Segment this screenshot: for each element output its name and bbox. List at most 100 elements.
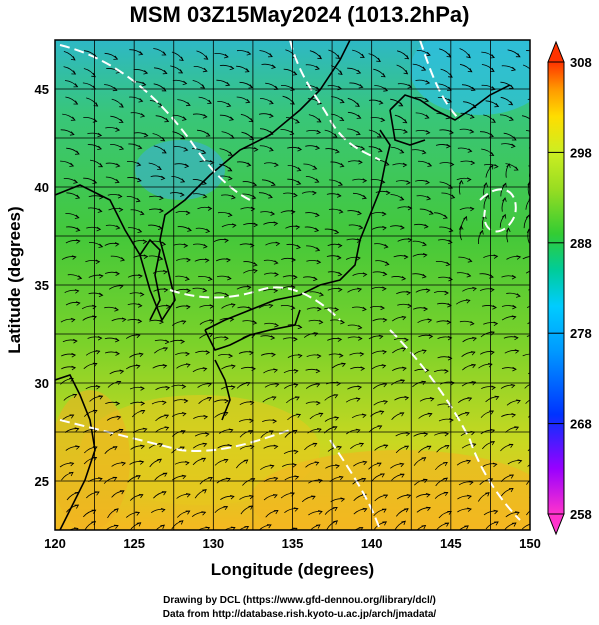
- streamline-arrow: [355, 102, 360, 107]
- streamline-arrow: [115, 401, 121, 406]
- streamline-arrow: [444, 445, 450, 450]
- streamline-arrow: [472, 336, 477, 342]
- streamline-arrow: [224, 336, 229, 341]
- streamline-arrow: [297, 353, 303, 359]
- map-title: MSM 03Z15May2024 (1013.2hPa): [129, 2, 470, 27]
- streamline-arrow: [159, 208, 164, 213]
- streamline-arrow: [447, 335, 453, 341]
- streamline-arrow: [316, 129, 322, 135]
- streamline-arrow: [357, 324, 363, 330]
- streamline-arrow: [535, 52, 539, 56]
- streamline-arrow: [273, 444, 279, 450]
- streamline-arrow: [185, 351, 190, 357]
- streamline-arrow: [493, 254, 499, 259]
- streamline-arrow: [165, 304, 171, 310]
- streamline-arrow: [268, 53, 273, 58]
- streamline-arrow: [231, 194, 236, 200]
- streamline-arrow: [164, 426, 170, 431]
- colorbar-tick-label: 278: [570, 326, 592, 341]
- streamline-arrow: [179, 56, 184, 62]
- streamline-arrow: [458, 225, 464, 230]
- streamline-arrow: [225, 81, 231, 87]
- streamline-arrow: [421, 149, 427, 155]
- streamline-arrow: [295, 396, 300, 401]
- streamline-arrow: [445, 114, 451, 120]
- colorbar-tick-label: 288: [570, 236, 592, 251]
- streamline-arrow: [136, 522, 142, 527]
- streamline-arrow: [338, 181, 343, 186]
- streamline-arrow: [91, 509, 97, 514]
- streamline-arrow: [332, 133, 338, 138]
- streamline-arrow: [202, 67, 208, 73]
- streamline-arrow: [98, 274, 104, 279]
- streamline-arrow: [386, 190, 391, 196]
- streamline-arrow: [164, 339, 170, 345]
- streamline-arrow: [511, 413, 517, 418]
- streamline-arrow: [250, 243, 255, 248]
- streamline-arrow: [421, 349, 427, 354]
- streamline-arrow: [231, 364, 236, 369]
- streamline-arrow: [362, 460, 368, 466]
- streamline-arrow: [317, 306, 322, 312]
- credit-data: Data from http://database.rish.kyoto-u.a…: [162, 609, 437, 620]
- streamline-arrow: [71, 70, 77, 75]
- streamline-arrow: [400, 379, 406, 384]
- streamline-arrow: [471, 443, 477, 448]
- streamline-arrow: [315, 212, 320, 218]
- streamline-arrow: [292, 527, 298, 530]
- streamline-arrow: [494, 521, 499, 526]
- streamline: [529, 496, 530, 498]
- streamline-arrow: [427, 162, 433, 167]
- streamline-arrow: [178, 520, 184, 525]
- streamline-arrow: [333, 520, 338, 525]
- streamline-arrow: [248, 505, 254, 510]
- streamline-arrow: [316, 118, 322, 123]
- streamline-arrow: [140, 410, 146, 415]
- streamline-arrow: [75, 301, 81, 306]
- streamline-arrow: [75, 239, 81, 244]
- streamline-arrow: [513, 166, 519, 171]
- streamline-arrow: [359, 442, 365, 447]
- streamline-arrow: [162, 400, 167, 406]
- streamline-arrow: [143, 70, 149, 75]
- streamline-arrow: [69, 414, 75, 419]
- streamline-arrow: [74, 150, 80, 155]
- streamline-arrow: [244, 68, 250, 73]
- streamline-arrow: [382, 383, 388, 388]
- streamline-arrow: [465, 411, 470, 417]
- streamline-arrow: [75, 194, 81, 199]
- streamline-arrow: [399, 473, 405, 478]
- streamline-arrow: [223, 458, 229, 464]
- streamline-arrow: [295, 119, 300, 124]
- streamline-arrow: [296, 413, 302, 418]
- streamline-arrow: [406, 290, 412, 296]
- x-tick-label: 125: [123, 536, 145, 551]
- streamline-arrow: [112, 476, 118, 481]
- streamline-arrow: [425, 493, 431, 498]
- streamline-arrow: [205, 228, 211, 233]
- streamline-arrow: [444, 522, 450, 527]
- streamline-arrow: [227, 275, 232, 281]
- streamline-arrow: [182, 116, 187, 121]
- streamline: [527, 464, 530, 467]
- streamline-arrow: [114, 179, 120, 184]
- streamline-arrow: [137, 145, 143, 150]
- streamline-arrow: [141, 81, 147, 87]
- streamline-arrow: [226, 102, 232, 108]
- streamline-arrow: [185, 510, 191, 515]
- streamline-arrow: [428, 210, 434, 215]
- streamline-arrow: [185, 493, 191, 498]
- streamline: [529, 83, 530, 85]
- streamline-arrow: [494, 395, 500, 401]
- streamline-arrow: [274, 162, 279, 167]
- streamline-arrow: [112, 446, 118, 451]
- streamline-arrow: [509, 474, 515, 479]
- streamline-arrow: [472, 286, 477, 292]
- streamline-arrow: [539, 429, 543, 433]
- streamline-arrow: [401, 520, 406, 526]
- streamline-arrow: [311, 495, 316, 500]
- streamline-arrow: [458, 179, 464, 185]
- streamline-arrow: [539, 371, 543, 375]
- streamline-arrow: [470, 86, 476, 91]
